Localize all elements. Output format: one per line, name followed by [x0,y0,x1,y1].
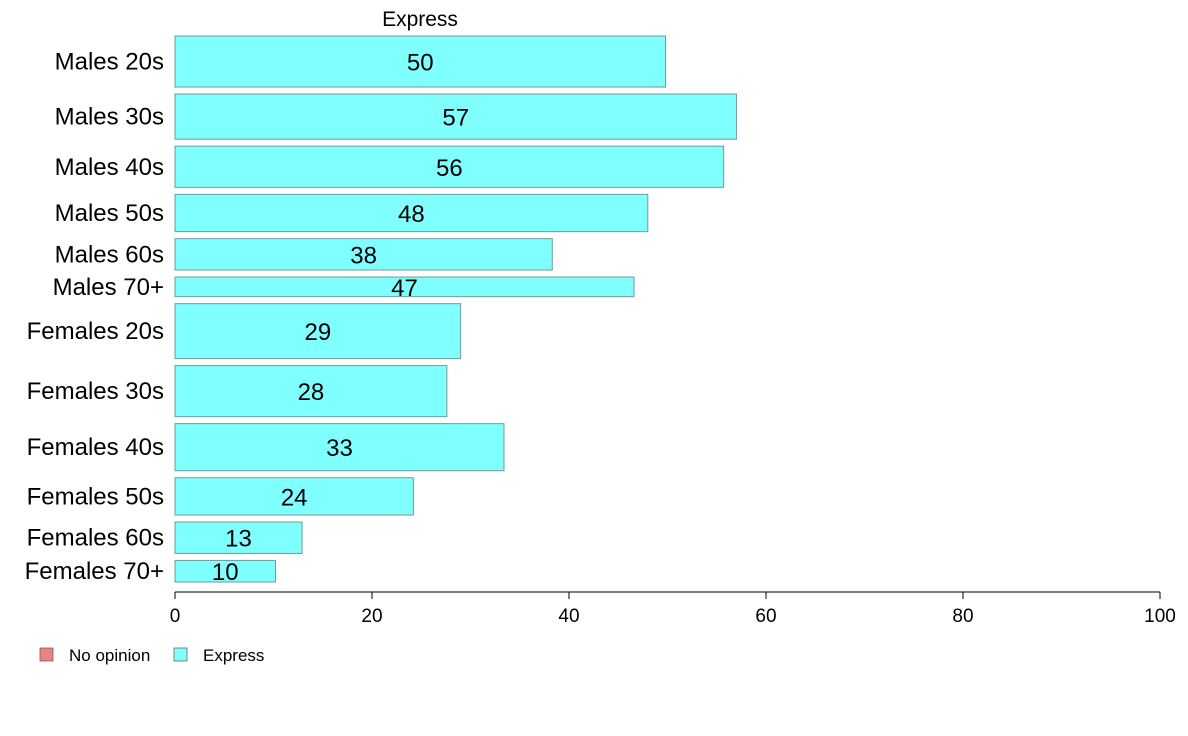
value-label-9: 24 [281,484,308,511]
chart-title: Express [382,8,458,31]
x-tick-label-3: 60 [755,606,776,627]
bar-11 [174,559,276,583]
bar-2 [174,145,725,188]
category-label-4: Males 60s [55,241,164,268]
legend-label-0: No opinion [69,646,150,665]
bar-4 [174,238,553,271]
bar-1 [174,93,737,140]
x-tick-label-2: 40 [558,606,579,627]
bar-10 [174,521,303,554]
value-label-5: 47 [391,275,418,302]
category-label-3: Males 50s [55,200,164,227]
category-label-10: Females 60s [27,525,164,552]
x-axis: 0 20 40 60 80 100 [170,591,1176,627]
bar-9 [174,477,414,516]
bar-8 [174,423,505,472]
bar-6 [174,303,462,360]
category-label-5: Males 70+ [53,274,164,301]
value-label-11: 10 [212,559,239,586]
value-label-2: 56 [436,155,463,182]
value-label-1: 57 [442,105,469,132]
bar-0 [174,35,667,88]
category-label-2: Males 40s [55,154,164,181]
bar-3 [174,193,649,233]
bar-7 [174,365,448,418]
bars-group: Males 20s 50 Males 30s 57 Males 40s 56 Males 5… [25,35,737,586]
legend-swatch-0 [39,647,54,662]
x-tick-label-0: 0 [170,606,181,627]
legend-swatch-1 [173,647,188,662]
value-label-7: 28 [298,379,325,406]
x-tick-label-1: 20 [361,606,382,627]
category-label-9: Females 50s [27,483,164,510]
value-label-8: 33 [326,435,353,462]
value-label-6: 29 [304,319,331,346]
category-label-1: Males 30s [55,104,164,131]
category-label-6: Females 20s [27,318,164,345]
legend: No opinion Express [39,646,264,665]
category-label-7: Females 30s [27,378,164,405]
category-label-0: Males 20s [55,49,164,76]
legend-label-1: Express [203,646,264,665]
value-label-4: 38 [350,242,377,269]
category-label-11: Females 70+ [25,558,164,585]
value-label-3: 48 [398,201,425,228]
x-tick-label-5: 100 [1144,606,1176,627]
value-label-0: 50 [407,50,434,77]
category-label-8: Females 40s [27,434,164,461]
x-tick-label-4: 80 [952,606,973,627]
bar-5 [174,276,635,298]
value-label-10: 13 [225,526,252,553]
